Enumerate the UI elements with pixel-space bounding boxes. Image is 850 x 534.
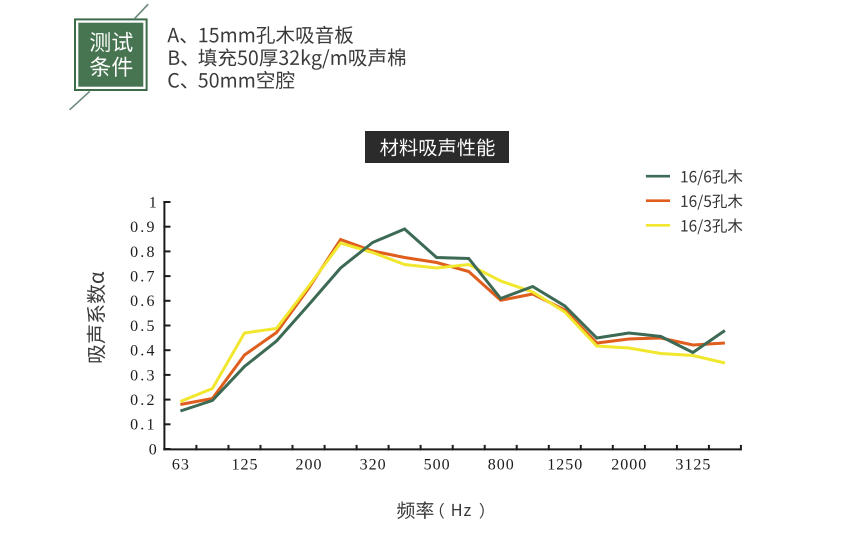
svg-text:0.6: 0.6 — [130, 293, 157, 310]
svg-text:0.2: 0.2 — [130, 392, 157, 409]
svg-text:320: 320 — [360, 457, 387, 474]
svg-text:3125: 3125 — [675, 457, 711, 474]
svg-text:0.9: 0.9 — [130, 219, 157, 236]
svg-text:0.8: 0.8 — [130, 244, 157, 261]
svg-text:0.4: 0.4 — [130, 343, 157, 360]
svg-text:800: 800 — [488, 457, 515, 474]
svg-text:1250: 1250 — [547, 457, 583, 474]
svg-text:0.7: 0.7 — [130, 269, 157, 286]
svg-text:500: 500 — [424, 457, 451, 474]
svg-text:0.5: 0.5 — [130, 318, 157, 335]
svg-text:0.3: 0.3 — [130, 367, 157, 384]
svg-text:0: 0 — [149, 441, 157, 458]
svg-text:63: 63 — [172, 457, 190, 474]
svg-text:1: 1 — [149, 194, 157, 211]
svg-text:2000: 2000 — [611, 457, 647, 474]
svg-text:125: 125 — [232, 457, 259, 474]
svg-text:0.1: 0.1 — [130, 417, 157, 434]
svg-text:200: 200 — [296, 457, 323, 474]
